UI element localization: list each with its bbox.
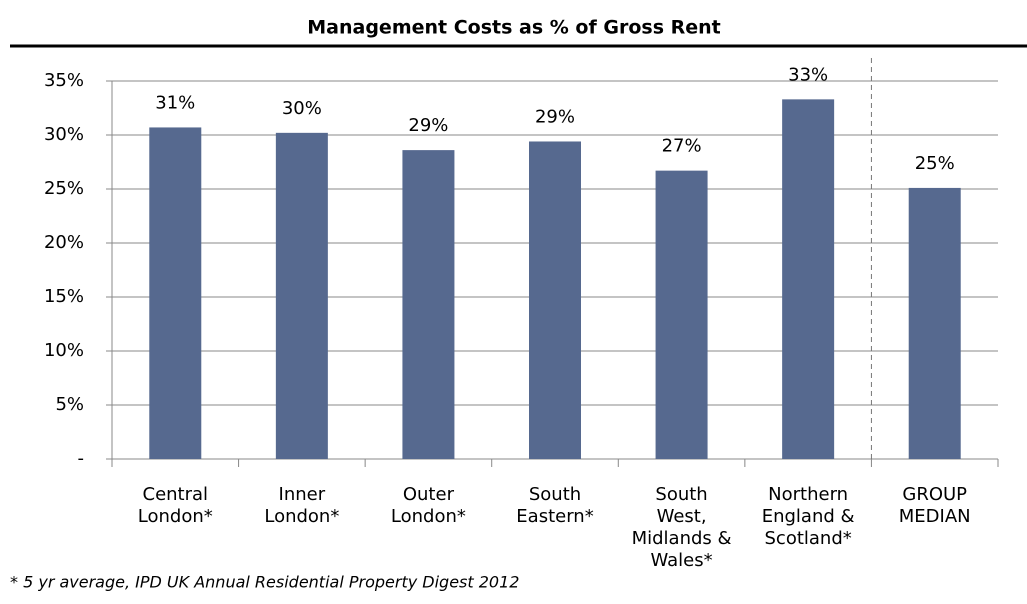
- x-tick-label: Inner: [279, 484, 326, 505]
- value-label: 25%: [915, 153, 955, 174]
- bar: [275, 132, 328, 459]
- x-tick-label: London*: [138, 506, 213, 527]
- bar: [655, 170, 708, 459]
- x-tick-label: England &: [762, 506, 855, 527]
- value-label: 33%: [788, 64, 828, 85]
- x-tick-label: Central: [143, 484, 209, 505]
- x-tick-label: West,: [657, 506, 707, 527]
- y-tick-label: 35%: [44, 70, 84, 91]
- y-tick-label: 5%: [55, 394, 84, 415]
- value-label: 27%: [662, 136, 702, 157]
- value-label: 30%: [282, 98, 322, 119]
- bar: [402, 150, 455, 459]
- chart-title: Management Costs as % of Gross Rent: [307, 17, 721, 39]
- y-tick-label: -: [78, 448, 85, 469]
- bar: [149, 127, 202, 459]
- footnote: * 5 yr average, IPD UK Annual Residentia…: [10, 573, 519, 592]
- x-tick-label: MEDIAN: [899, 506, 971, 527]
- y-tick-label: 25%: [44, 178, 84, 199]
- x-tick-label: Northern: [768, 484, 848, 505]
- x-tick-label: Wales*: [651, 550, 713, 571]
- bar: [782, 99, 835, 460]
- x-tick-label: South: [655, 484, 707, 505]
- bar: [908, 187, 961, 460]
- x-tick-label: Eastern*: [516, 506, 593, 527]
- x-tick-label: London*: [391, 506, 466, 527]
- y-tick-label: 20%: [44, 232, 84, 253]
- x-tick-label: Scotland*: [765, 528, 852, 549]
- y-tick-label: 30%: [44, 124, 84, 145]
- x-tick-label: Outer: [403, 484, 455, 505]
- value-label: 31%: [155, 92, 195, 113]
- y-tick-label: 10%: [44, 340, 84, 361]
- x-tick-label: South: [529, 484, 581, 505]
- x-tick-label: Midlands &: [632, 528, 732, 549]
- value-label: 29%: [535, 106, 575, 127]
- x-tick-label: GROUP: [902, 484, 967, 505]
- y-tick-label: 15%: [44, 286, 84, 307]
- x-tick-label: London*: [264, 506, 339, 527]
- value-label: 29%: [408, 115, 448, 136]
- bar: [529, 141, 581, 460]
